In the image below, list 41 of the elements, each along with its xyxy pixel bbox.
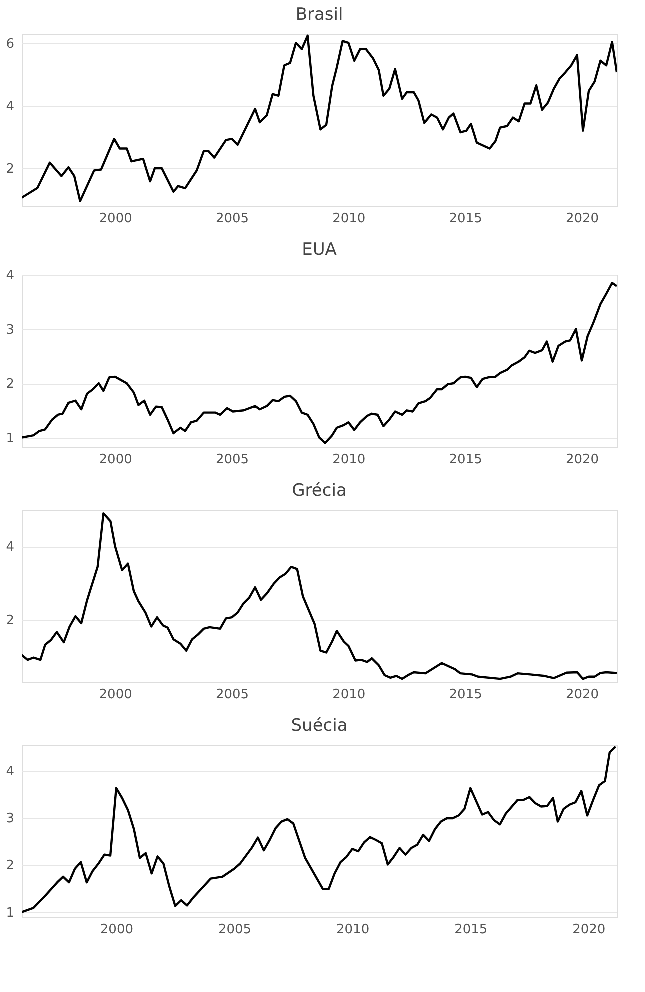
y-tick-label: 3 bbox=[6, 812, 14, 827]
y-tick-label: 2 bbox=[6, 613, 14, 628]
y-tick-label: 4 bbox=[6, 268, 14, 284]
chart-title: EUA bbox=[302, 240, 338, 260]
y-tick-label: 1 bbox=[6, 431, 14, 446]
x-tick-label: 2015 bbox=[454, 922, 488, 938]
x-tick-label: 2020 bbox=[566, 212, 600, 226]
x-tick-label: 2020 bbox=[566, 452, 600, 468]
y-tick-label: 6 bbox=[6, 36, 14, 52]
y-tick-label: 4 bbox=[6, 99, 14, 114]
y-tick-label: 2 bbox=[6, 162, 14, 177]
y-tick-label: 2 bbox=[6, 858, 14, 874]
line-series bbox=[22, 34, 617, 202]
x-tick-label: 2010 bbox=[336, 922, 370, 938]
chart-title: Suécia bbox=[291, 716, 348, 736]
x-tick-label: 2000 bbox=[99, 212, 132, 226]
x-tick-label: 2015 bbox=[449, 212, 482, 226]
y-tick-label: 3 bbox=[6, 322, 14, 338]
line-series bbox=[22, 512, 617, 680]
x-tick-label: 2020 bbox=[572, 922, 606, 938]
x-tick-label: 2010 bbox=[332, 688, 366, 702]
x-tick-label: 2015 bbox=[449, 452, 482, 468]
x-tick-label: 2005 bbox=[218, 922, 252, 938]
x-tick-label: 2000 bbox=[99, 688, 132, 702]
y-tick-label: 4 bbox=[6, 764, 14, 780]
x-tick-label: 2000 bbox=[100, 922, 134, 938]
y-tick-label: 4 bbox=[6, 540, 14, 556]
x-tick-label: 2005 bbox=[216, 212, 250, 226]
line-series bbox=[22, 746, 617, 914]
x-tick-label: 2005 bbox=[216, 452, 250, 468]
x-tick-label: 2010 bbox=[332, 452, 366, 468]
x-tick-label: 2000 bbox=[99, 452, 132, 468]
x-tick-label: 2005 bbox=[216, 688, 250, 702]
x-tick-label: 2010 bbox=[332, 212, 366, 226]
line-series bbox=[22, 282, 617, 444]
y-tick-label: 1 bbox=[6, 906, 14, 921]
x-tick-label: 2015 bbox=[449, 688, 482, 702]
chart-title: Brasil bbox=[296, 5, 344, 25]
chart-title: Grécia bbox=[292, 481, 347, 501]
x-tick-label: 2020 bbox=[566, 688, 600, 702]
y-tick-label: 2 bbox=[6, 377, 14, 392]
